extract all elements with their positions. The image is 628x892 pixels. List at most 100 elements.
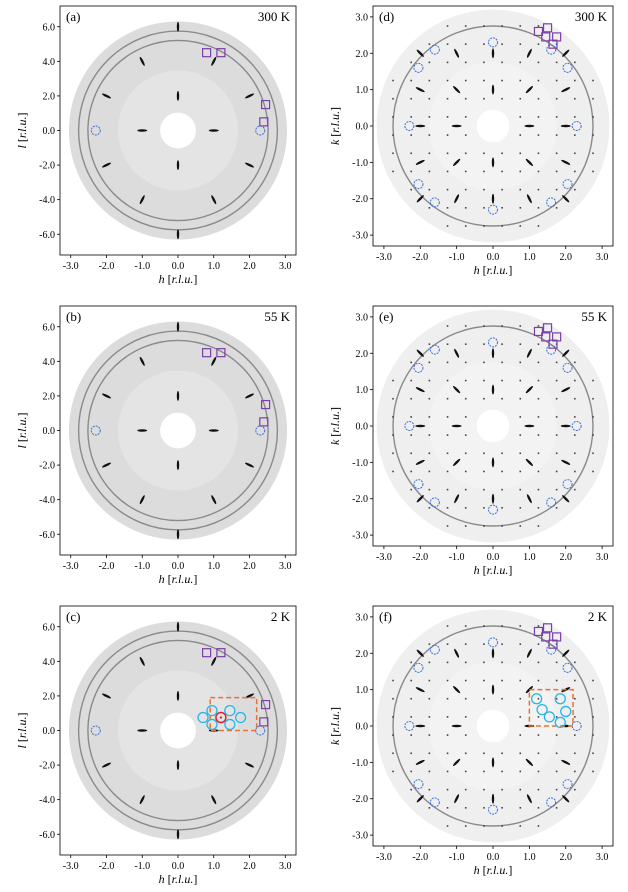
y-tick-label: 2.0 [43, 691, 56, 702]
weak-peak [519, 679, 522, 682]
blue-circle-marker [429, 644, 440, 655]
blue-circle-marker [255, 125, 266, 136]
weak-peak [501, 25, 503, 27]
bragg-peak [101, 393, 112, 399]
weak-peak [555, 770, 558, 773]
weak-peak [519, 325, 522, 327]
x-tick-label: -1.0 [449, 852, 465, 863]
weak-peak [464, 61, 467, 64]
bragg-peak [416, 195, 424, 203]
weak-peak [519, 188, 522, 191]
bragg-peak [491, 48, 495, 59]
weak-peak [446, 507, 449, 509]
weak-peak [483, 79, 485, 82]
blue-circle-marker [571, 121, 582, 131]
bragg-peak [211, 195, 217, 205]
y-tick-label: 3.0 [356, 312, 369, 323]
weak-peak [555, 397, 558, 400]
weak-peak [537, 43, 540, 45]
weak-peak [410, 152, 412, 155]
weak-peak [555, 416, 558, 418]
weak-peak [501, 679, 503, 682]
bragg-peak [139, 495, 145, 505]
weak-peak [410, 452, 412, 455]
weak-peak [428, 788, 431, 791]
blue-circle-marker [546, 344, 557, 355]
x-tick-label: 2.0 [559, 252, 572, 263]
weak-peak [428, 770, 431, 773]
bragg-peak [525, 158, 533, 166]
weak-peak [574, 97, 576, 100]
weak-peak [446, 379, 449, 382]
bragg-peak [101, 462, 112, 468]
weak-peak [446, 452, 449, 455]
y-tick-label: -4.0 [39, 495, 55, 506]
blue-circle-marker [562, 179, 573, 190]
weak-peak [537, 61, 540, 64]
weak-peak [555, 470, 558, 473]
weak-peak [555, 361, 558, 364]
x-axis-label: h [r.l.u.] [474, 263, 513, 277]
y-tick-label: 2.0 [43, 91, 56, 102]
weak-peak [555, 661, 558, 664]
purple-square-marker [259, 717, 269, 727]
blue-circle-marker [413, 662, 424, 673]
weak-peak [483, 61, 485, 64]
weak-peak [574, 434, 576, 436]
x-tick-label: 1.0 [208, 861, 221, 872]
temperature-label: 2 K [588, 609, 608, 624]
bragg-peak [416, 49, 424, 57]
bragg-peak [453, 386, 461, 394]
weak-peak [464, 116, 467, 118]
weak-peak [446, 116, 449, 118]
x-tick-label: -1.0 [449, 252, 465, 263]
y-tick-label: -2.0 [352, 794, 368, 805]
weak-peak [446, 625, 449, 627]
bragg-peak [526, 648, 532, 658]
weak-peak [446, 661, 449, 664]
blue-circle-marker [546, 644, 557, 655]
weak-peak [574, 79, 576, 82]
weak-peak [574, 152, 576, 155]
weak-peak [592, 397, 594, 400]
bragg-peak [561, 87, 571, 93]
weak-peak [464, 507, 467, 509]
weak-peak [555, 507, 558, 509]
blue-circle-marker [90, 425, 101, 436]
panel-d: -3.0 -2.0 -1.0 0.0 1.0 2.0 3.0 -3.0 -2.0 -1.0 0.0 1… [328, 5, 614, 277]
weak-peak [537, 661, 540, 664]
y-tick-label: 4.0 [43, 357, 56, 368]
cyan-circle-marker [554, 716, 566, 729]
weak-peak [446, 43, 449, 45]
bragg-peak [561, 759, 571, 765]
bragg-peak [416, 649, 424, 657]
bragg-peak [415, 424, 426, 428]
weak-peak [464, 661, 467, 664]
bragg-peak [562, 49, 570, 57]
bragg-peak [560, 124, 571, 128]
weak-peak [428, 152, 431, 155]
y-tick-label: -2.0 [39, 461, 55, 472]
beam-stop-hole [160, 712, 196, 749]
beam-stop-hole [476, 709, 510, 743]
y-tick-label: -2.0 [39, 761, 55, 772]
weak-peak [519, 716, 522, 718]
panel-b: -3.0 -2.0 -1.0 0.0 1.0 2.0 3.0 -6.0 -4.0 -2.0 0.0 2… [15, 305, 297, 586]
bragg-peak [491, 684, 495, 695]
bragg-peak [211, 795, 217, 805]
weak-peak [537, 325, 540, 327]
weak-peak [519, 770, 522, 773]
weak-peak [501, 770, 503, 773]
weak-peak [519, 79, 522, 82]
weak-peak [537, 170, 540, 173]
weak-peak [555, 752, 558, 755]
y-tick-label: -1.0 [352, 758, 368, 769]
bragg-peak [525, 458, 533, 466]
panel-e: -3.0 -2.0 -1.0 0.0 1.0 2.0 3.0 -3.0 -2.0 -1.0 0.0 1… [328, 305, 614, 577]
bragg-peak [454, 348, 460, 358]
weak-peak [501, 825, 503, 827]
blue-circle-marker [413, 179, 424, 190]
panel-label: (f) [379, 609, 392, 624]
y-tick-label: -3.0 [352, 531, 368, 542]
weak-peak [392, 152, 394, 155]
